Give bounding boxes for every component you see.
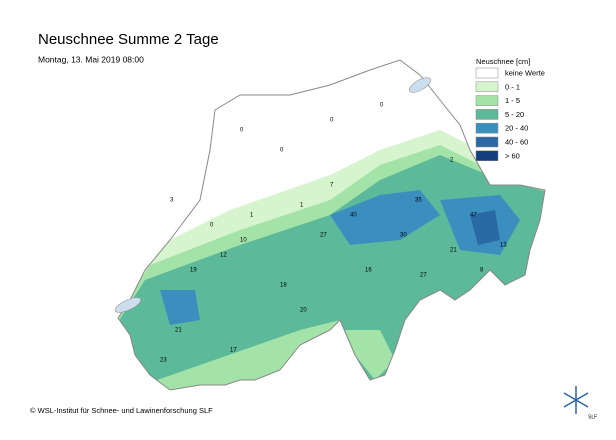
legend-swatch	[475, 122, 499, 134]
legend-label: 0 - 1	[505, 82, 520, 91]
station-value: 23	[160, 358, 167, 364]
station-value: 10	[240, 238, 247, 244]
subtitle: Montag, 13. Mai 2019 08:00	[38, 54, 144, 64]
legend-swatch	[475, 81, 499, 93]
station-value: 35	[415, 198, 422, 204]
station-value: 19	[190, 268, 197, 274]
legend-label: 20 - 40	[505, 124, 528, 133]
station-labels: 0000301101912211727403518232047213016278…	[160, 103, 507, 364]
station-value: 0	[240, 128, 244, 134]
station-value: 1	[300, 203, 304, 209]
station-value: 2	[450, 158, 454, 164]
station-value: 27	[420, 273, 427, 279]
station-value: 18	[280, 283, 287, 289]
legend-swatch	[475, 150, 499, 162]
legend-label: keine Werte	[505, 68, 545, 77]
station-value: 47	[470, 213, 477, 219]
legend-swatch	[475, 136, 499, 148]
copyright: © WSL-Institut für Schnee- und Lawinenfo…	[30, 406, 213, 415]
logo-text: SLF	[588, 414, 597, 420]
legend: Neuschnee [cm] keine Werte 0 - 1 1 - 5 5 - …	[475, 57, 545, 162]
station-value: 27	[320, 233, 327, 239]
station-value: 12	[220, 253, 227, 259]
station-value: 21	[450, 248, 457, 254]
station-value: 0	[380, 103, 384, 109]
station-value: 16	[365, 268, 372, 274]
station-value: 13	[500, 243, 507, 249]
station-value: 17	[230, 348, 237, 354]
station-value: 0	[280, 148, 284, 154]
station-value: 21	[175, 328, 182, 334]
lake	[409, 77, 431, 93]
station-value: 0	[210, 223, 214, 229]
station-value: 3	[170, 198, 174, 204]
legend-label: 1 - 5	[505, 96, 520, 105]
legend-label: 40 - 60	[505, 137, 528, 146]
legend-swatch	[475, 95, 499, 106]
lake	[114, 297, 142, 313]
title: Neuschnee Summe 2 Tage	[38, 31, 219, 48]
station-value: 0	[330, 118, 334, 124]
legend-swatch	[475, 67, 499, 79]
station-value: 1	[250, 213, 254, 219]
legend-swatch	[475, 109, 499, 120]
station-value: 20	[300, 308, 307, 314]
legend-title: Neuschnee [cm]	[476, 57, 530, 66]
station-value: 7	[330, 183, 334, 189]
legend-label: > 60	[505, 151, 520, 160]
station-value: 40	[350, 213, 357, 219]
logo	[563, 386, 589, 414]
station-value: 30	[400, 233, 407, 239]
legend-label: 5 - 20	[505, 110, 524, 119]
station-value: 8	[480, 268, 484, 274]
